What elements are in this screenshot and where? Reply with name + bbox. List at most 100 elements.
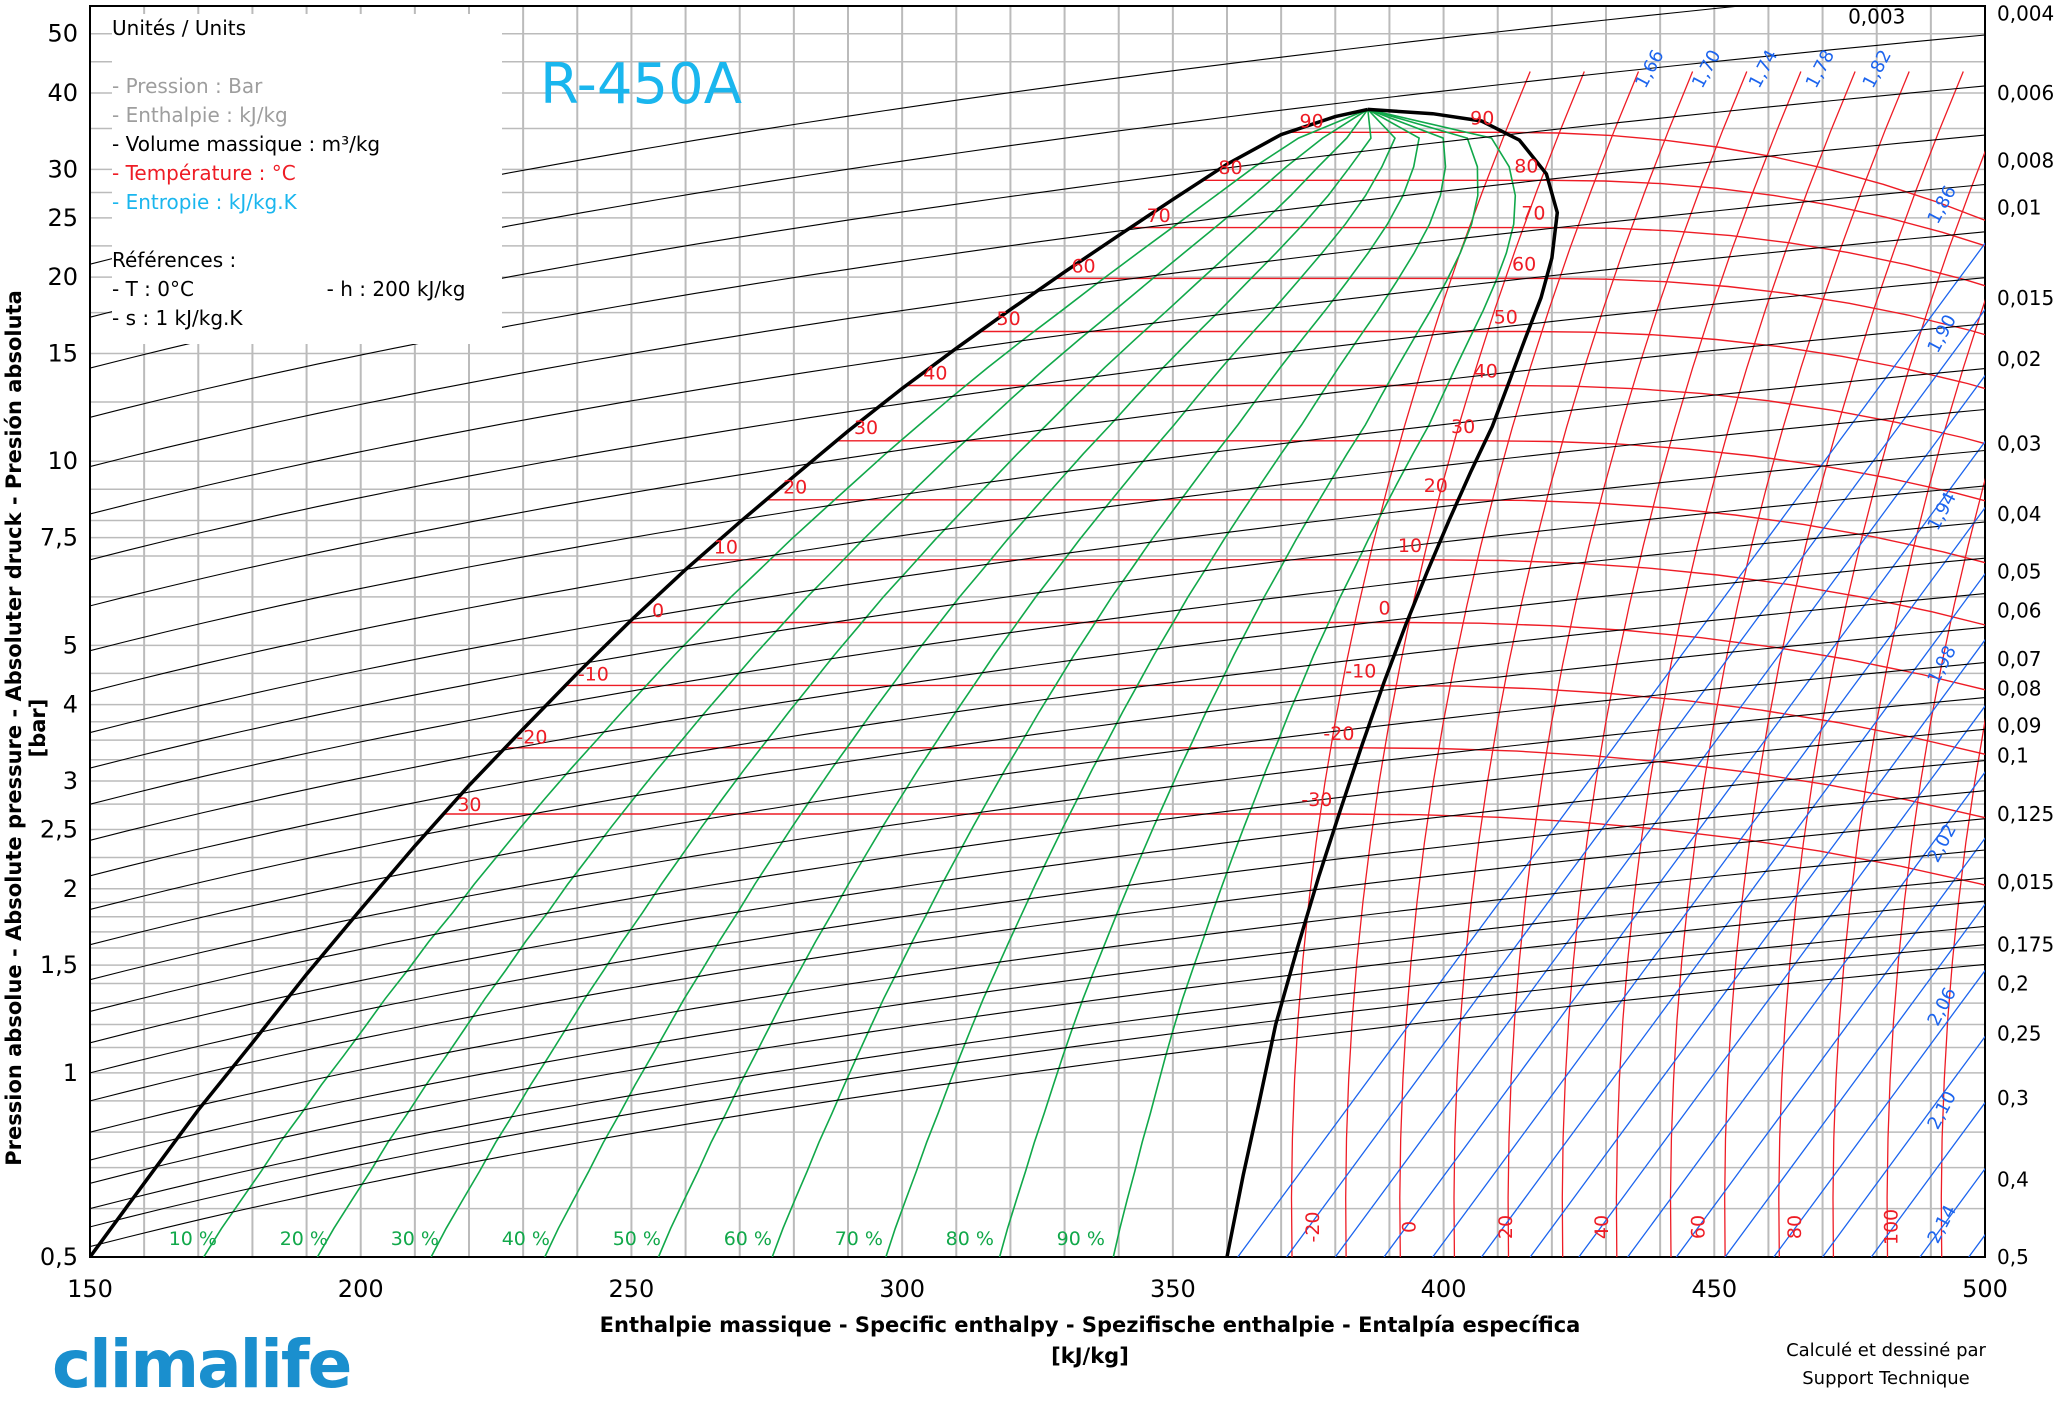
vapor-temp-label: 20 [1495, 1215, 1517, 1239]
entropy-label: 2,06 [1924, 984, 1961, 1029]
isotherm-label-liquid: -20 [516, 727, 547, 749]
isochore-line [90, 945, 1985, 1227]
isotherm-label-vapor: -10 [1345, 660, 1376, 682]
y-tick-label: 30 [47, 155, 78, 183]
isotherm-label-liquid: 50 [996, 308, 1020, 330]
isotherm-label-vapor: 20 [1424, 475, 1448, 497]
vapor-isotherm-line [1292, 72, 1531, 1258]
reference-s: - s : 1 kJ/kg.K [112, 304, 502, 333]
y-tick-label: 50 [47, 20, 78, 48]
isochore-line [90, 558, 1985, 840]
entropy-label: 1,74 [1745, 46, 1782, 91]
y-tick-label: 2 [63, 875, 78, 903]
vapor-isotherm-line [1400, 72, 1639, 1258]
volume-label: 0,125 [1997, 802, 2054, 826]
isentrope-line [1628, 8, 2056, 1257]
units-volume: - Volume massique : m³/kg [112, 130, 502, 159]
x-tick-label: 200 [338, 1275, 384, 1303]
climalife-logo: climalife [52, 1326, 350, 1403]
y-tick-label: 1 [63, 1059, 78, 1087]
isentrope-line [1433, 8, 2056, 1257]
quality-label: 50 % [613, 1228, 661, 1250]
isotherm-label-vapor: 10 [1398, 535, 1422, 557]
units-heading: Unités / Units [112, 14, 502, 43]
isotherm-label-vapor: 50 [1494, 306, 1518, 328]
volume-label: 0,04 [1997, 502, 2042, 526]
vapor-temp-label: 100 [1880, 1209, 1902, 1245]
units-enthalpy: - Enthalpie : kJ/kg [112, 101, 502, 130]
x-tick-label: 400 [1421, 1275, 1467, 1303]
entropy-label: 2,10 [1924, 1088, 1961, 1133]
isochore-line [90, 729, 1985, 1011]
volume-label: 0,3 [1997, 1086, 2029, 1110]
quality-label: 30 % [391, 1228, 439, 1250]
vapor-temp-label: -20 [1302, 1211, 1324, 1242]
isochore-line [90, 410, 1985, 692]
y-axis-label: Pression absolue - Absolute pressure - A… [2, 290, 26, 1165]
y-tick-label: 5 [63, 631, 78, 659]
references-heading: Références : [112, 246, 502, 275]
entropy-label: 1,70 [1688, 46, 1725, 91]
isotherm-label-vapor: 0 [1379, 597, 1391, 619]
quality-label: 20 % [280, 1228, 328, 1250]
volume-label: 0,09 [1997, 713, 2042, 737]
y-tick-label: 40 [47, 79, 78, 107]
vapor-temp-label: 40 [1591, 1215, 1613, 1239]
y-tick-label: 20 [47, 263, 78, 291]
volume-label: 0,4 [1997, 1167, 2029, 1191]
quality-label: 70 % [835, 1228, 883, 1250]
quality-label: 10 % [169, 1228, 217, 1250]
y-tick-label: 0,5 [40, 1243, 78, 1271]
volume-label: 0,07 [1997, 647, 2042, 671]
y-axis-unit: [bar] [26, 290, 50, 1165]
isotherm-label-vapor: 60 [1512, 253, 1536, 275]
vapor-temp-label: 0 [1398, 1221, 1420, 1233]
isotherm-label-liquid: 40 [923, 362, 947, 384]
vapor-isotherm-line [1616, 72, 1855, 1258]
y-tick-label: 25 [47, 204, 78, 232]
quality-label: 90 % [1057, 1228, 1105, 1250]
isotherm-label-vapor: 30 [1451, 416, 1475, 438]
isotherm-label-liquid: 30 [457, 794, 481, 816]
entropy-label: 1,78 [1802, 46, 1839, 91]
isotherm-label-vapor: 40 [1474, 360, 1498, 382]
x-axis-label: Enthalpie massique - Specific enthalpy -… [600, 1310, 1581, 1341]
entropy-label: 1,82 [1859, 46, 1896, 91]
isotherm-label-liquid: 0 [652, 600, 664, 622]
x-tick-label: 500 [1962, 1275, 2008, 1303]
quality-label: 60 % [724, 1228, 772, 1250]
volume-label: 0,2 [1997, 972, 2029, 996]
x-tick-label: 300 [879, 1275, 925, 1303]
volume-label: 0,008 [1997, 149, 2054, 173]
volume-label: 0,08 [1997, 677, 2042, 701]
vapor-isotherm-line [1346, 72, 1585, 1258]
vapor-isotherm-line [1508, 72, 1747, 1258]
isotherm-label-vapor: -20 [1323, 723, 1354, 745]
saturated-vapor-curve [1227, 109, 1557, 1257]
isotherm-label-liquid: -10 [578, 664, 609, 686]
x-tick-label: 150 [67, 1275, 113, 1303]
isotherm-label-liquid: 90 [1300, 110, 1324, 132]
volume-label: 0,004 [1997, 1, 2054, 25]
vapor-isotherm-line [1725, 72, 1964, 1258]
reference-h: - h : 200 kJ/kg [327, 277, 466, 301]
isotherm-label-liquid: 30 [854, 417, 878, 439]
isochore-line [90, 964, 1985, 1246]
units-pressure: - Pression : Bar [112, 72, 502, 101]
entropy-label: 1,86 [1924, 182, 1961, 227]
isotherm-label-liquid: 60 [1071, 255, 1095, 277]
volume-label: 0,06 [1997, 599, 2042, 623]
volume-label: 0,01 [1997, 195, 2042, 219]
isotherm-line [442, 814, 2056, 1285]
volume-label: 0,015 [1997, 870, 2054, 894]
isotherm-label-liquid: 80 [1218, 157, 1242, 179]
isotherm-label-liquid: 10 [714, 537, 738, 559]
volume-label: 0,1 [1997, 744, 2029, 768]
entropy-label: 1,66 [1631, 46, 1668, 91]
x-axis-unit: [kJ/kg] [600, 1341, 1581, 1372]
x-axis-title: Enthalpie massique - Specific enthalpy -… [600, 1310, 1581, 1372]
y-tick-label: 4 [63, 691, 78, 719]
isotherm-label-liquid: 70 [1147, 205, 1171, 227]
vapor-temp-label: 60 [1688, 1215, 1710, 1239]
quality-label: 80 % [946, 1228, 994, 1250]
